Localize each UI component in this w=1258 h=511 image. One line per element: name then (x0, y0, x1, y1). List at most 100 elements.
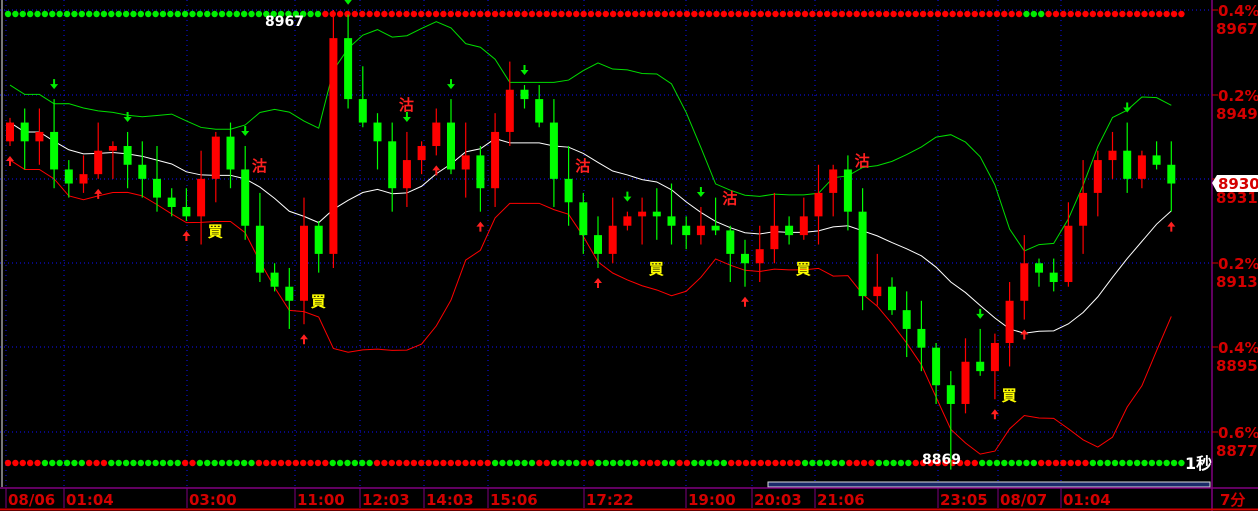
sell-signal-label: 沽 (252, 157, 267, 175)
top-signal-dot (543, 10, 550, 18)
top-signal-dot (1156, 10, 1163, 18)
top-signal-dot (1023, 10, 1030, 18)
top-signal-dot (56, 10, 63, 18)
down-arrow-icon (520, 65, 529, 76)
bottom-signal-dot (49, 459, 56, 467)
bottom-signal-dot (218, 459, 226, 467)
bottom-signal-dot (661, 459, 669, 467)
bottom-signal-dot (1045, 459, 1052, 467)
candle-up (696, 225, 705, 236)
top-signal-dot (1052, 10, 1060, 18)
down-arrow-icon (123, 111, 132, 122)
current-price-tag: 8930 (1212, 175, 1258, 193)
x-tick-label: 23:05 (940, 491, 988, 509)
candle-up (990, 342, 999, 372)
top-signal-dot (159, 10, 167, 18)
bottom-signal-dot (713, 459, 720, 467)
candle-up (608, 225, 617, 254)
y-tick-percent: 0.2% (1218, 255, 1258, 273)
bottom-signal-dot (196, 459, 204, 467)
bottom-signal-dot (1111, 459, 1119, 467)
candle-down (682, 225, 691, 236)
candle-up (799, 216, 808, 236)
bottom-signal-dot (93, 459, 100, 467)
grid-lines (0, 0, 1212, 487)
top-signal-dot (322, 10, 329, 18)
top-signal-dot (432, 10, 440, 18)
bottom-signal-dot (366, 459, 373, 467)
interval-label[interactable]: 7分 (1220, 491, 1245, 509)
bottom-signal-dot (816, 459, 823, 467)
top-signal-dot (742, 10, 750, 18)
bottom-signal-dot (595, 459, 602, 467)
down-arrow-icon (976, 308, 985, 319)
top-signal-dot (698, 10, 705, 18)
top-signal-dot (336, 10, 344, 18)
upper-band-line (9, 21, 1172, 252)
bottom-signal-dot (1082, 459, 1089, 467)
top-signal-dot (1089, 10, 1097, 18)
x-tick-label: 21:06 (817, 491, 865, 509)
top-signal-dot (403, 10, 410, 18)
bottom-signal-dot (875, 459, 883, 467)
bottom-signal-dot (344, 459, 351, 467)
top-signal-dot (1178, 10, 1185, 18)
top-signal-dot (218, 10, 226, 18)
bottom-signal-dot (1089, 459, 1097, 467)
candle-down (476, 155, 485, 189)
bottom-signal-dot (71, 459, 78, 467)
down-arrow-icon (696, 186, 705, 197)
bottom-signal-dot (860, 459, 868, 467)
top-signal-dot (956, 10, 964, 18)
x-tick-label: 12:03 (362, 491, 410, 509)
top-signal-dot (366, 10, 373, 18)
bottom-signal-dot (1148, 459, 1156, 467)
bottom-signal-dot (440, 459, 447, 467)
candle-up (432, 122, 441, 147)
bottom-signal-dot (683, 459, 691, 467)
horizontal-scrollbar[interactable] (767, 481, 1211, 488)
down-arrow-icon (447, 79, 455, 90)
top-signal-dot (329, 10, 336, 18)
bottom-signal-dot (779, 459, 787, 467)
candle-down (1035, 263, 1043, 273)
top-signal-dot (853, 10, 860, 18)
bottom-signal-dot (801, 459, 809, 467)
top-signal-dot (152, 10, 159, 18)
candle-down (270, 272, 279, 287)
candle-up (211, 136, 220, 179)
top-signal-dot (934, 10, 942, 18)
candle-down (388, 141, 397, 189)
candle-up (329, 38, 338, 254)
candle-up (417, 146, 426, 161)
sell-signal-label: 沽 (855, 152, 870, 170)
bottom-signal-dot (314, 459, 322, 467)
bottom-signal-dot (167, 459, 174, 467)
top-signal-dot (573, 10, 580, 18)
refresh-interval-label[interactable]: 1秒 (1185, 454, 1212, 473)
bottom-signal-dot (654, 459, 661, 467)
bottom-signal-dot (764, 459, 772, 467)
up-arrow-icon (182, 231, 191, 242)
top-signal-dot (683, 10, 691, 18)
bollinger-bands (9, 21, 1172, 455)
top-signal-dot (1104, 10, 1111, 18)
up-arrow-icon (432, 165, 441, 176)
down-arrow-icon (50, 79, 59, 90)
top-signal-dot (255, 10, 263, 18)
top-signal-dot (211, 10, 218, 18)
top-signal-dot (905, 10, 912, 18)
bottom-signal-dot (514, 459, 521, 467)
bottom-signal-dot (728, 459, 735, 467)
bottom-signal-dot (868, 459, 875, 467)
bottom-signal-dot (85, 459, 93, 467)
bottom-signal-dot (964, 459, 971, 467)
bottom-signal-dot (609, 459, 617, 467)
bottom-signal-dot (181, 459, 189, 467)
candle-down (1049, 272, 1058, 283)
top-signal-dot (735, 10, 742, 18)
x-tick-label: 08/07 (1000, 491, 1047, 509)
bottom-signal-dot (846, 459, 853, 467)
bottom-signal-dot (831, 459, 838, 467)
